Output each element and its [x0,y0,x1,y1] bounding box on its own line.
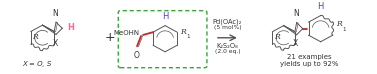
Text: K₂S₂O₈: K₂S₂O₈ [216,43,238,49]
Text: R: R [336,20,342,28]
Text: R: R [180,28,186,36]
Text: N: N [52,9,58,18]
Text: H: H [162,12,168,21]
Text: H: H [317,2,324,11]
Text: R: R [274,33,280,41]
Text: yields up to 92%: yields up to 92% [280,61,339,67]
Text: Pd(OAc)₂: Pd(OAc)₂ [213,18,242,25]
Text: (5 mol%): (5 mol%) [213,25,241,30]
Text: (2.0 eq.): (2.0 eq.) [215,49,240,54]
Text: X = O, S: X = O, S [23,61,52,67]
Text: MeOHN: MeOHN [113,30,139,36]
Text: +: + [105,31,116,44]
Text: 1: 1 [342,27,346,32]
Text: X: X [52,39,58,48]
Text: X: X [293,39,298,48]
Text: N: N [293,9,299,18]
Text: 21 examples: 21 examples [287,54,332,60]
Text: 1: 1 [187,34,190,39]
Text: H: H [67,23,74,32]
Text: R: R [32,33,38,41]
Text: O: O [133,51,139,60]
